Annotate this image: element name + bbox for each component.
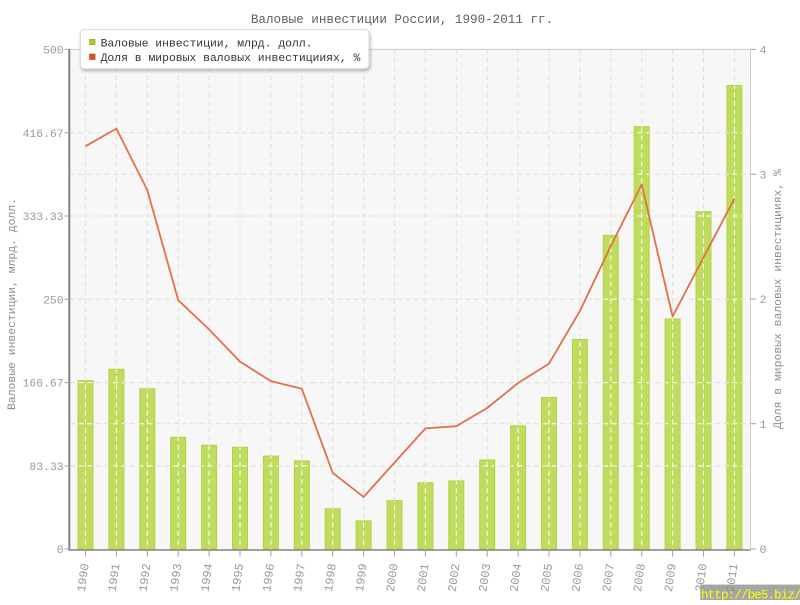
svg-text:1998: 1998 — [322, 563, 340, 593]
svg-text:2007: 2007 — [600, 563, 618, 593]
svg-text:1991: 1991 — [106, 563, 124, 593]
svg-text:416.67: 416.67 — [23, 129, 64, 141]
svg-text:2006: 2006 — [569, 563, 587, 593]
svg-text:2002: 2002 — [446, 563, 464, 593]
svg-text:1996: 1996 — [260, 563, 278, 593]
svg-text:0: 0 — [760, 545, 767, 557]
svg-text:1990: 1990 — [75, 563, 93, 593]
svg-text:Валовые инвестиции России, 199: Валовые инвестиции России, 1990-2011 гг. — [251, 13, 553, 27]
svg-text:166.67: 166.67 — [23, 379, 64, 391]
svg-text:500: 500 — [43, 46, 64, 58]
svg-text:1997: 1997 — [291, 563, 309, 593]
svg-text:333.33: 333.33 — [23, 212, 64, 224]
svg-text:Доля в мировых валовых инвести: Доля в мировых валовых инвестицииях, % — [101, 53, 361, 65]
svg-text:2004: 2004 — [507, 563, 525, 593]
svg-text:1999: 1999 — [353, 563, 371, 593]
svg-text:Валовые инвестиции, млрд. долл: Валовые инвестиции, млрд. долл. — [7, 198, 19, 410]
svg-text:1994: 1994 — [198, 563, 216, 593]
svg-text:1992: 1992 — [137, 563, 155, 593]
svg-text:2001: 2001 — [415, 563, 433, 593]
svg-text:2009: 2009 — [662, 563, 680, 593]
svg-text:2008: 2008 — [631, 563, 649, 593]
svg-text:3: 3 — [760, 170, 767, 182]
svg-text:0: 0 — [57, 545, 64, 557]
svg-text:2: 2 — [760, 295, 767, 307]
svg-text:2003: 2003 — [477, 563, 495, 593]
svg-text:http://be5.biz/: http://be5.biz/ — [701, 589, 800, 601]
svg-text:250: 250 — [43, 295, 64, 307]
svg-text:1: 1 — [760, 420, 767, 432]
svg-text:83.33: 83.33 — [29, 462, 63, 474]
svg-text:4: 4 — [760, 46, 767, 58]
svg-text:Доля в мировых валовых инвести: Доля в мировых валовых инвестицииях, % — [773, 169, 785, 429]
svg-text:Валовые инвестиции, млрд. долл: Валовые инвестиции, млрд. долл. — [101, 38, 313, 50]
svg-text:2005: 2005 — [538, 563, 556, 593]
svg-text:1995: 1995 — [229, 563, 247, 593]
svg-text:1993: 1993 — [168, 563, 186, 593]
svg-text:2000: 2000 — [384, 563, 402, 593]
